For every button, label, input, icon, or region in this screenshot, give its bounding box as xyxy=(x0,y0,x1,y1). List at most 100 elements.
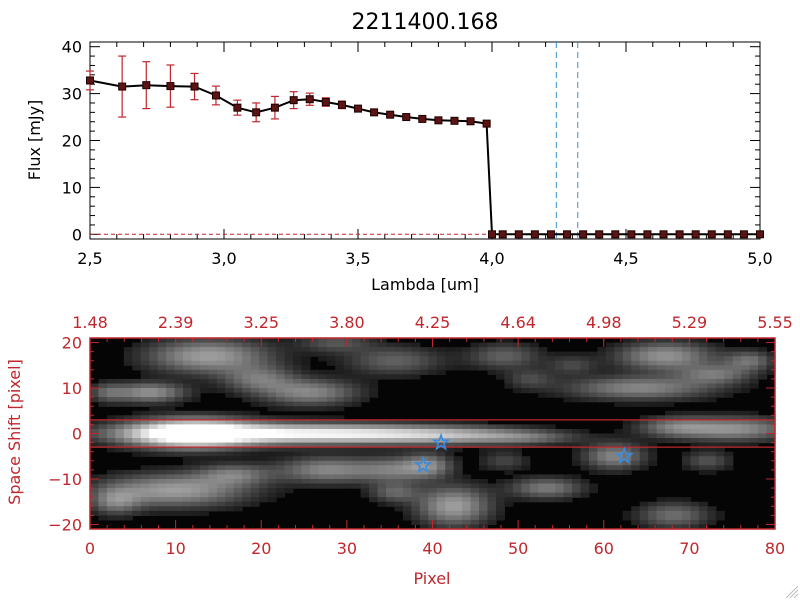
heatmap-cell xyxy=(369,392,379,398)
heatmap-cell xyxy=(284,442,294,448)
heatmap-cell xyxy=(411,451,421,457)
heatmap-cell xyxy=(318,469,328,476)
heatmap-cell xyxy=(216,338,226,344)
heatmap-cell xyxy=(267,451,277,457)
heatmap-cell xyxy=(631,506,641,512)
heatmap-cell xyxy=(276,351,286,357)
heatmap-cell xyxy=(462,506,472,512)
chart-title: 2211400.168 xyxy=(352,10,499,35)
heatmap-cell xyxy=(402,451,412,457)
heatmap-cell xyxy=(681,424,692,430)
heatmap-cell xyxy=(216,410,226,416)
heatmap-cell xyxy=(183,374,193,380)
heatmap-cell xyxy=(326,383,336,389)
heatmap-cell xyxy=(470,510,480,516)
heatmap-cell xyxy=(225,338,235,344)
heatmap-cell xyxy=(487,465,497,471)
heatmap-cell xyxy=(106,383,116,389)
heatmap-cell xyxy=(521,438,531,444)
heatmap-cell xyxy=(318,447,328,453)
heatmap-cell xyxy=(588,388,599,394)
heatmap-cell xyxy=(233,347,243,353)
heatmap-cell xyxy=(174,433,184,439)
heatmap-cell xyxy=(732,410,742,416)
heatmap-cell xyxy=(402,365,412,371)
heatmap-cell xyxy=(267,356,277,362)
heatmap-cell xyxy=(462,347,472,353)
heatmap-cell xyxy=(115,388,125,394)
resize-grip-icon[interactable] xyxy=(785,585,799,599)
heatmap-cell xyxy=(208,374,218,380)
heatmap-cell xyxy=(470,351,480,357)
heatmap-cell xyxy=(563,383,573,389)
heatmap-cell xyxy=(563,438,573,444)
heatmap-cell xyxy=(597,374,607,380)
x-tick-label: 3,5 xyxy=(345,249,370,268)
heatmap-cell xyxy=(665,506,675,512)
heatmap-cell xyxy=(622,447,632,453)
heatmap-cell xyxy=(698,378,708,385)
heatmap-cell xyxy=(648,506,658,512)
heatmap-cell xyxy=(301,401,311,407)
heatmap-cell xyxy=(166,388,176,394)
heatmap-cell xyxy=(715,451,725,457)
heatmap-cell xyxy=(665,497,675,503)
heatmap-cell xyxy=(259,451,269,457)
heatmap-cell xyxy=(572,447,582,453)
heatmap-cell xyxy=(301,460,311,466)
heatmap-cell xyxy=(292,338,303,344)
heatmap-cell xyxy=(343,438,353,444)
heatmap-cell xyxy=(504,501,514,507)
heatmap-cell xyxy=(140,351,150,357)
heatmap-cell xyxy=(276,374,286,380)
heatmap-cell xyxy=(191,338,201,344)
heatmap-cell xyxy=(724,347,734,353)
heatmap-cell xyxy=(419,524,429,530)
heatmap-cell xyxy=(208,451,218,457)
heatmap-cell xyxy=(419,474,429,480)
heatmap-cell xyxy=(479,456,489,462)
heatmap-cell xyxy=(250,365,260,371)
heatmap-cell xyxy=(191,451,201,457)
heatmap-cell xyxy=(428,428,438,435)
heatmap-cell xyxy=(512,483,522,489)
heatmap-cell xyxy=(588,360,599,366)
heatmap-cell xyxy=(402,497,412,503)
heatmap-cell xyxy=(681,383,692,389)
heatmap-cell xyxy=(597,442,607,448)
heatmap-cell xyxy=(183,342,193,348)
heatmap-cell xyxy=(411,456,421,462)
heatmap-cell xyxy=(352,419,362,426)
heatmap-cell xyxy=(98,397,108,403)
heatmap-cell xyxy=(98,492,108,498)
heatmap-cell xyxy=(724,433,734,439)
heatmap-cell xyxy=(445,515,455,521)
heatmap-cell xyxy=(741,360,751,366)
heatmap-cell xyxy=(377,342,387,348)
heatmap-cell xyxy=(707,456,717,462)
heatmap-cell xyxy=(453,447,463,453)
heatmap-cell xyxy=(673,374,683,380)
heatmap-cell xyxy=(199,488,209,494)
heatmap-cell xyxy=(529,369,539,375)
heatmap-cell xyxy=(580,438,590,444)
heatmap-cell xyxy=(208,338,218,344)
heatmap-cell xyxy=(166,438,176,444)
heatmap-cell xyxy=(521,383,531,389)
heatmap-cell xyxy=(681,515,692,521)
heatmap-cell xyxy=(335,392,345,398)
heatmap-cell xyxy=(115,378,125,385)
heatmap-cell xyxy=(639,501,649,507)
heatmap-cell xyxy=(394,456,404,462)
heatmap-cell xyxy=(572,392,582,398)
heatmap-cell xyxy=(106,419,116,426)
data-point-marker xyxy=(482,119,491,128)
heatmap-cell xyxy=(614,369,624,375)
heatmap-cell xyxy=(233,374,243,380)
heatmap-cell xyxy=(157,410,167,416)
heatmap-cell xyxy=(521,360,531,366)
heatmap-cell xyxy=(149,447,159,453)
heatmap-cell xyxy=(106,501,116,507)
heatmap-cell xyxy=(622,401,632,407)
heatmap-cell xyxy=(292,406,303,412)
